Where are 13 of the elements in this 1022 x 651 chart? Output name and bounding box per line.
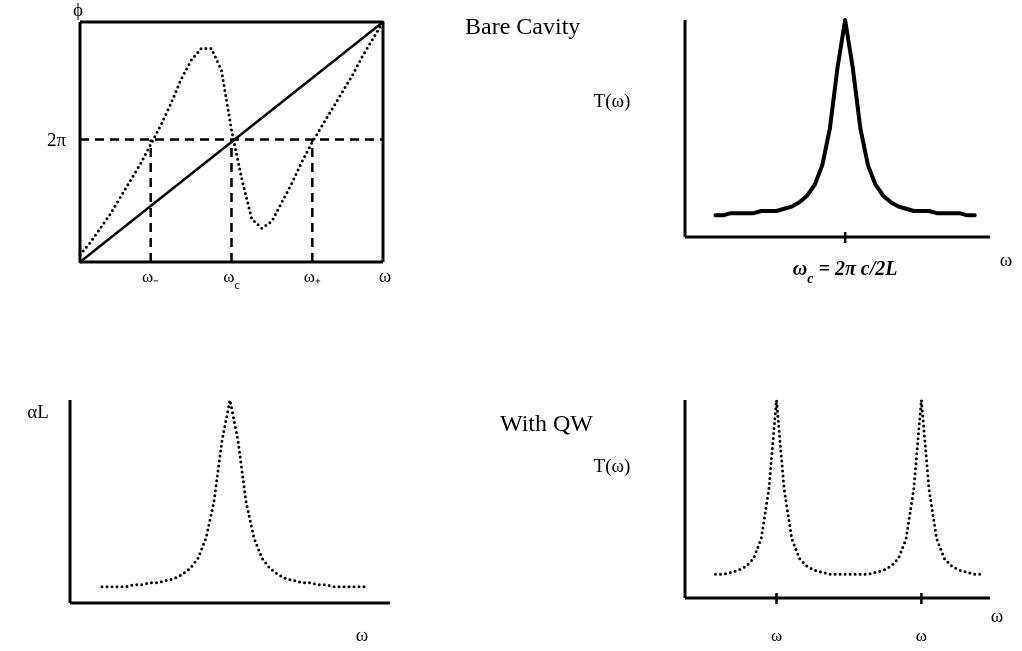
chart-title: With QW [500,410,594,436]
y-axis-title: αL [27,401,49,422]
x-axis-title: ω [999,249,1013,270]
y-axis-title: T(ω) [593,455,631,477]
ref-line-label: 2π [46,128,67,150]
x-tick-label: ω₊ [303,267,321,286]
chart-title: Bare Cavity [465,13,581,39]
x-axis-title: ω [990,605,1004,626]
y-axis-title: T(ω) [593,90,631,112]
y-axis-title: ϕ [72,0,84,20]
x-tick-label: ω$_{c}$ [223,267,240,292]
text: ω$_{c}$ = 2π c/2L [792,257,898,286]
x-tick-label: ω₋ [142,267,160,286]
